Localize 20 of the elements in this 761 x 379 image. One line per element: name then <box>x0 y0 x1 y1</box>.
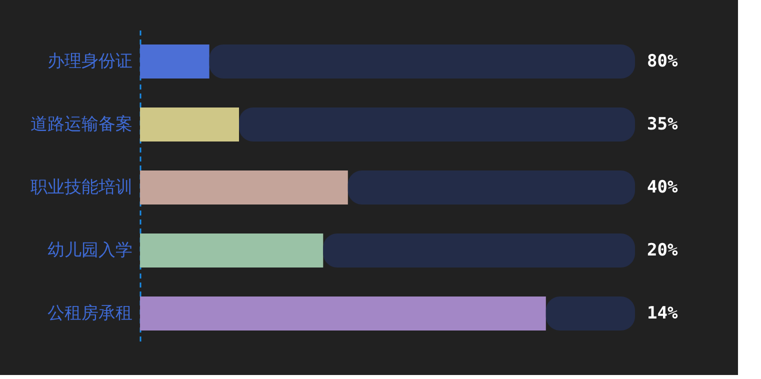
text: 14% <box>647 304 678 324</box>
bar <box>140 44 210 78</box>
y-tick-label: 职业技能培训 <box>30 178 132 198</box>
text: 80% <box>647 52 678 72</box>
text: 35% <box>647 114 678 134</box>
y-tick-label: 幼儿园入学 <box>48 240 132 260</box>
bar <box>323 234 635 268</box>
bar <box>348 170 635 204</box>
y-tick-label: 公租房承租 <box>48 304 132 324</box>
bar <box>239 108 635 142</box>
text: 40% <box>647 178 678 198</box>
bar <box>140 108 239 142</box>
bar <box>546 296 635 330</box>
bar <box>209 44 635 78</box>
bar <box>140 234 324 268</box>
bar <box>140 296 546 330</box>
text: 20% <box>647 240 678 260</box>
y-tick-label: 办理身份证 <box>48 52 132 72</box>
bar <box>140 170 348 204</box>
y-tick-label: 道路运输备案 <box>30 114 132 134</box>
